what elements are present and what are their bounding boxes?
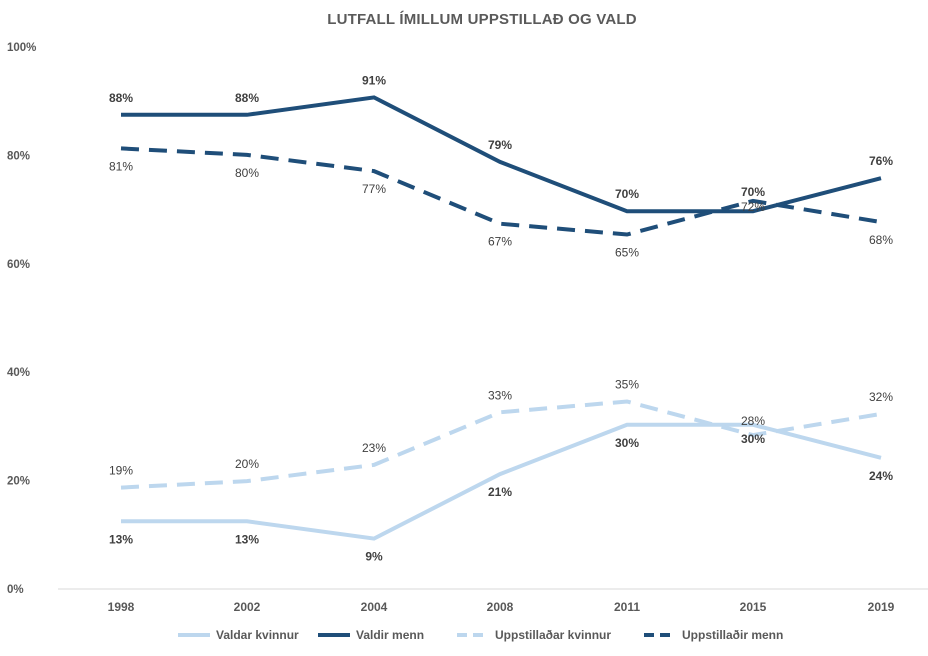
data-label: 70% <box>741 185 765 199</box>
y-tick-label: 40% <box>7 367 30 379</box>
y-tick-label: 60% <box>7 259 30 271</box>
x-tick-label: 2008 <box>487 600 514 614</box>
data-label: 13% <box>235 532 259 546</box>
x-tick-label: 2002 <box>234 600 261 614</box>
y-tick-label: 80% <box>7 150 30 162</box>
data-label: 30% <box>615 436 639 450</box>
data-label: 30% <box>741 432 765 446</box>
data-label: 88% <box>235 91 259 105</box>
y-tick-label: 100% <box>7 42 36 54</box>
x-tick-label: 2011 <box>614 600 640 614</box>
data-label: 76% <box>869 154 893 168</box>
data-label: 72% <box>741 200 765 214</box>
y-axis: 0% 20% 40% 60% 80% 100% <box>7 42 36 596</box>
series-line-uppstilla-ar-kvinnur <box>120 399 882 490</box>
legend-label: Uppstillaðir menn <box>682 628 783 642</box>
data-label: 91% <box>362 73 386 87</box>
data-label: 28% <box>741 414 765 428</box>
x-axis: 1998 2002 2004 2008 2011 2015 2019 <box>58 588 928 614</box>
series-line-valdar-kvinnur <box>121 422 882 541</box>
data-label: 80% <box>235 166 259 180</box>
data-label: 88% <box>109 91 133 105</box>
data-label: 77% <box>362 182 386 196</box>
legend-label: Valdir menn <box>356 628 424 642</box>
chart-title: LUTFALL ÍMILLUM UPPSTILLAÐ OG VALD <box>327 11 637 28</box>
data-label: 67% <box>488 235 512 249</box>
x-tick-label: 2019 <box>868 600 895 614</box>
data-label: 81% <box>109 159 133 173</box>
data-label: 24% <box>869 469 893 483</box>
data-label: 20% <box>235 457 259 471</box>
data-label: 79% <box>488 138 512 152</box>
data-label: 33% <box>488 388 512 402</box>
data-label: 35% <box>615 378 639 392</box>
data-label: 19% <box>109 464 133 478</box>
data-label: 68% <box>869 233 893 247</box>
data-label: 65% <box>615 246 639 260</box>
legend-label: Valdar kvinnur <box>216 628 299 642</box>
data-label: 13% <box>109 532 133 546</box>
data-label: 21% <box>488 485 512 499</box>
data-label: 32% <box>869 390 893 404</box>
data-label: 9% <box>365 550 383 564</box>
x-tick-label: 2015 <box>740 600 767 614</box>
series-line-uppstilla-ir-menn <box>120 146 882 237</box>
legend-label: Uppstillaðar kvinnur <box>495 628 611 642</box>
x-tick-label: 1998 <box>108 600 135 614</box>
data-label: 23% <box>362 441 386 455</box>
data-labels: 13% 13% 9% 21% 30% 30% 24% 88% 88% 91% 79% 70% 70% 76… <box>109 73 893 563</box>
y-tick-label: 0% <box>7 584 24 596</box>
y-tick-label: 20% <box>7 476 30 488</box>
legend: Valdar kvinnur Valdir menn Uppstillaðar kv… <box>178 628 783 642</box>
series-lines <box>120 95 882 541</box>
series-line-valdir-menn <box>121 95 882 214</box>
x-tick-label: 2004 <box>361 600 388 614</box>
data-label: 70% <box>615 187 639 201</box>
